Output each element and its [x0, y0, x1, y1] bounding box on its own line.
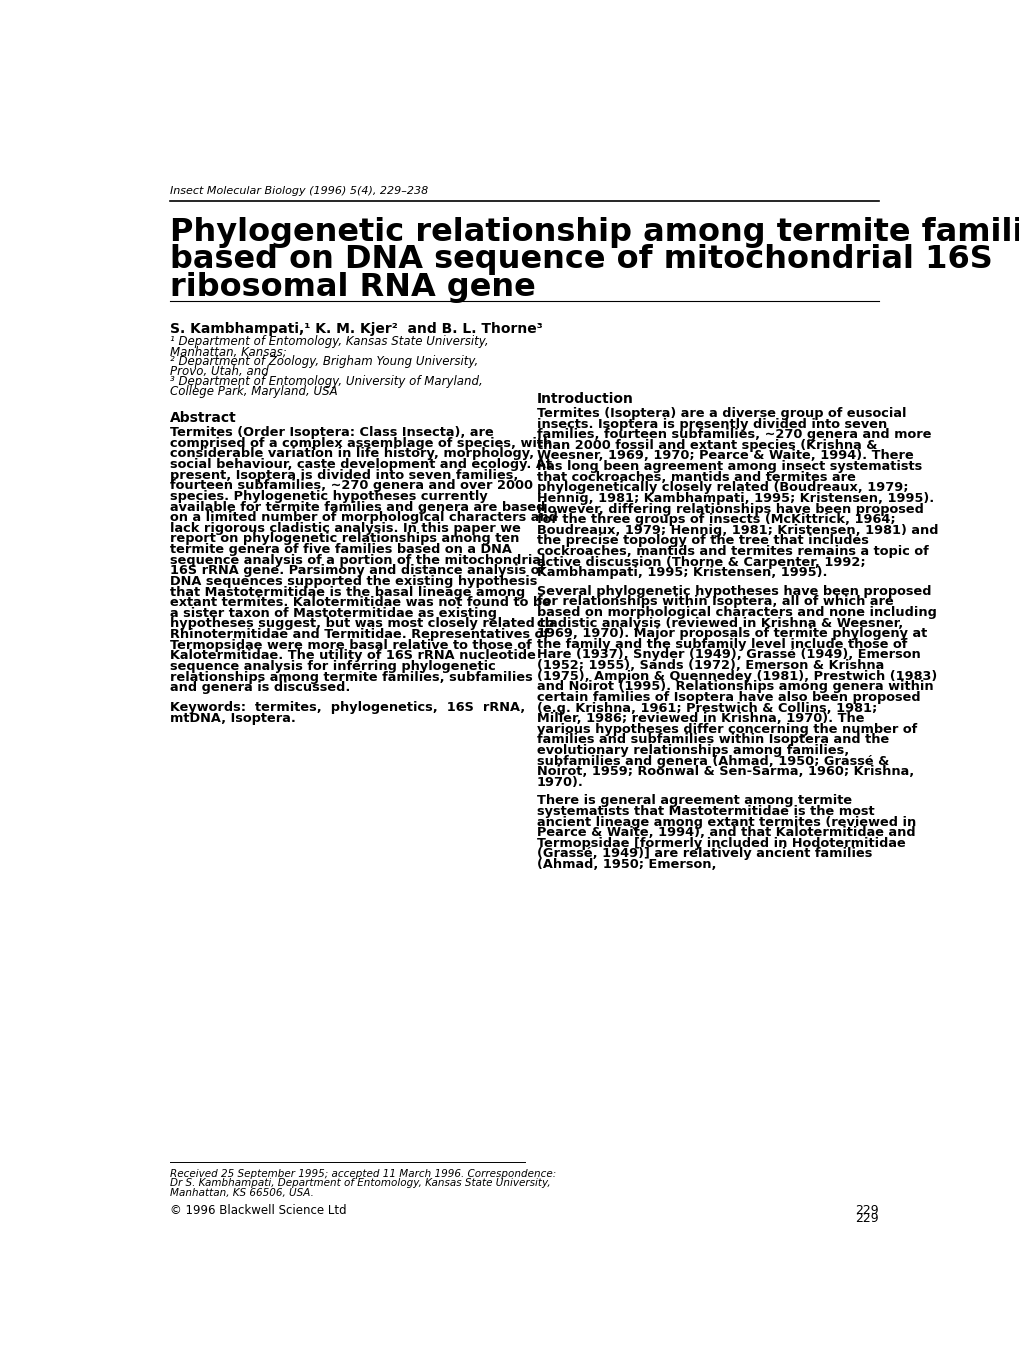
Text: Rhinotermitidae and Termitidae. Representatives of: Rhinotermitidae and Termitidae. Represen…: [170, 627, 548, 641]
Text: Insect Molecular Biology (1996) 5(4), 229–238: Insect Molecular Biology (1996) 5(4), 22…: [170, 186, 428, 196]
Text: insects. Isoptera is presently divided into seven: insects. Isoptera is presently divided i…: [536, 418, 887, 430]
Text: mtDNA, Isoptera.: mtDNA, Isoptera.: [170, 712, 296, 725]
Text: (Ahmad, 1950; Emerson,: (Ahmad, 1950; Emerson,: [536, 858, 715, 871]
Text: Several phylogenetic hypotheses have been proposed: Several phylogenetic hypotheses have bee…: [536, 585, 930, 597]
Text: 1969, 1970). Major proposals of termite phylogeny at: 1969, 1970). Major proposals of termite …: [536, 627, 926, 640]
Text: based on morphological characters and none including: based on morphological characters and no…: [536, 606, 935, 619]
Text: Termopsidae were more basal relative to those of: Termopsidae were more basal relative to …: [170, 638, 531, 652]
Text: (1975), Ampion & Quennedey (1981), Prestwich (1983): (1975), Ampion & Quennedey (1981), Prest…: [536, 670, 936, 682]
Text: for relationships within Isoptera, all of which are: for relationships within Isoptera, all o…: [536, 596, 893, 608]
Text: families, fourteen subfamilies, ∼270 genera and more: families, fourteen subfamilies, ∼270 gen…: [536, 429, 930, 441]
Text: Hennig, 1981; Kambhampati, 1995; Kristensen, 1995).: Hennig, 1981; Kambhampati, 1995; Kristen…: [536, 492, 933, 506]
Text: sequence analysis of a portion of the mitochondrial: sequence analysis of a portion of the mi…: [170, 553, 545, 567]
Text: Kalotermitidae. The utility of 16S rRNA nucleotide: Kalotermitidae. The utility of 16S rRNA …: [170, 649, 535, 662]
Text: College Park, Maryland, USA: College Park, Maryland, USA: [170, 385, 337, 399]
Text: systematists that Mastotermitidae is the most: systematists that Mastotermitidae is the…: [536, 806, 873, 818]
Text: 229: 229: [855, 1204, 878, 1217]
Text: families and subfamilies within Isoptera and the: families and subfamilies within Isoptera…: [536, 733, 889, 747]
Text: the family and the subfamily level include those of: the family and the subfamily level inclu…: [536, 638, 906, 651]
Text: that cockroaches, mantids and termites are: that cockroaches, mantids and termites a…: [536, 471, 855, 484]
Text: a sister taxon of Mastotermitidae as existing: a sister taxon of Mastotermitidae as exi…: [170, 607, 496, 619]
Text: ribosomal RNA gene: ribosomal RNA gene: [170, 273, 535, 303]
Text: S. Kambhampati,¹ K. M. Kjer²  and B. L. Thorne³: S. Kambhampati,¹ K. M. Kjer² and B. L. T…: [170, 322, 542, 336]
Text: on a limited number of morphological characters and: on a limited number of morphological cha…: [170, 511, 557, 525]
Text: Termopsidae [formerly included in Hodotermitidae: Termopsidae [formerly included in Hodote…: [536, 837, 905, 849]
Text: 229: 229: [855, 1211, 878, 1225]
Text: ancient lineage among extant termites (reviewed in: ancient lineage among extant termites (r…: [536, 815, 915, 829]
Text: active discussion (Thorne & Carpenter, 1992;: active discussion (Thorne & Carpenter, 1…: [536, 556, 864, 569]
Text: Noirot, 1959; Roonwal & Sen-Sarma, 1960; Krishna,: Noirot, 1959; Roonwal & Sen-Sarma, 1960;…: [536, 766, 913, 778]
Text: Phylogenetic relationship among termite families: Phylogenetic relationship among termite …: [170, 216, 1019, 248]
Text: subfamilies and genera (Ahmad, 1950; Grassé &: subfamilies and genera (Ahmad, 1950; Gra…: [536, 755, 889, 767]
Text: Provo, Utah, and: Provo, Utah, and: [170, 366, 269, 378]
Text: Manhattan, KS 66506, USA.: Manhattan, KS 66506, USA.: [170, 1188, 314, 1197]
Text: (e.g. Krishna, 1961; Prestwich & Collins, 1981;: (e.g. Krishna, 1961; Prestwich & Collins…: [536, 701, 876, 715]
Text: extant termites. Kalotermitidae was not found to be: extant termites. Kalotermitidae was not …: [170, 596, 550, 610]
Text: (Grassé, 1949)] are relatively ancient families: (Grassé, 1949)] are relatively ancient f…: [536, 848, 871, 860]
Text: present, Isoptera is divided into seven families,: present, Isoptera is divided into seven …: [170, 469, 518, 482]
Text: phylogenetically closely related (Boudreaux, 1979;: phylogenetically closely related (Boudre…: [536, 481, 907, 495]
Text: However, differing relationships have been proposed: However, differing relationships have be…: [536, 503, 922, 515]
Text: than 2000 fossil and extant species (Krishna &: than 2000 fossil and extant species (Kri…: [536, 438, 876, 452]
Text: that Mastotermitidae is the basal lineage among: that Mastotermitidae is the basal lineag…: [170, 585, 525, 599]
Text: the precise topology of the tree that includes: the precise topology of the tree that in…: [536, 534, 868, 548]
Text: Received 25 September 1995; accepted 11 March 1996. Correspondence:: Received 25 September 1995; accepted 11 …: [170, 1169, 555, 1180]
Text: social behaviour, caste development and ecology. At: social behaviour, caste development and …: [170, 458, 551, 471]
Text: comprised of a complex assemblage of species, with: comprised of a complex assemblage of spe…: [170, 437, 552, 449]
Text: Abstract: Abstract: [170, 411, 236, 425]
Text: lack rigorous cladistic analysis. In this paper we: lack rigorous cladistic analysis. In thi…: [170, 522, 521, 534]
Text: and Noirot (1995). Relationships among genera within: and Noirot (1995). Relationships among g…: [536, 681, 932, 693]
Text: various hypotheses differ concerning the number of: various hypotheses differ concerning the…: [536, 723, 916, 736]
Text: cockroaches, mantids and termites remains a topic of: cockroaches, mantids and termites remain…: [536, 545, 927, 558]
Text: fourteen subfamilies, ∼270 genera and over 2000: fourteen subfamilies, ∼270 genera and ov…: [170, 479, 533, 492]
Text: and genera is discussed.: and genera is discussed.: [170, 681, 351, 695]
Text: 1970).: 1970).: [536, 775, 583, 789]
Text: There is general agreement among termite: There is general agreement among termite: [536, 795, 851, 807]
Text: Kambhampati, 1995; Kristensen, 1995).: Kambhampati, 1995; Kristensen, 1995).: [536, 566, 826, 580]
Text: ³ Department of Entomology, University of Maryland,: ³ Department of Entomology, University o…: [170, 375, 482, 388]
Text: Pearce & Waite, 1994), and that Kalotermitidae and: Pearce & Waite, 1994), and that Kaloterm…: [536, 826, 914, 840]
Text: termite genera of five families based on a DNA: termite genera of five families based on…: [170, 543, 512, 556]
Text: Termites (Isoptera) are a diverse group of eusocial: Termites (Isoptera) are a diverse group …: [536, 407, 905, 421]
Text: (1952; 1955), Sands (1972), Emerson & Krishna: (1952; 1955), Sands (1972), Emerson & Kr…: [536, 659, 883, 673]
Text: cladistic analysis (reviewed in Krishna & Weesner,: cladistic analysis (reviewed in Krishna …: [536, 616, 902, 630]
Text: Dr S. Kambhampati, Department of Entomology, Kansas State University,: Dr S. Kambhampati, Department of Entomol…: [170, 1178, 550, 1189]
Text: certain families of Isoptera have also been proposed: certain families of Isoptera have also b…: [536, 690, 919, 704]
Text: evolutionary relationships among families,: evolutionary relationships among familie…: [536, 744, 848, 758]
Text: relationships among termite families, subfamilies: relationships among termite families, su…: [170, 670, 532, 684]
Text: available for termite families and genera are based: available for termite families and gener…: [170, 500, 545, 514]
Text: report on phylogenetic relationships among ten: report on phylogenetic relationships amo…: [170, 533, 519, 545]
Text: Termites (Order Isoptera: Class Insecta), are: Termites (Order Isoptera: Class Insecta)…: [170, 426, 493, 440]
Text: DNA sequences supported the existing hypothesis: DNA sequences supported the existing hyp…: [170, 575, 537, 588]
Text: ¹ Department of Entomology, Kansas State University,: ¹ Department of Entomology, Kansas State…: [170, 336, 488, 348]
Text: sequence analysis for inferring phylogenetic: sequence analysis for inferring phylogen…: [170, 660, 495, 673]
Text: 16S rRNA gene. Parsimony and distance analysis of: 16S rRNA gene. Parsimony and distance an…: [170, 564, 545, 577]
Text: Manhattan, Kansas;: Manhattan, Kansas;: [170, 345, 286, 359]
Text: Weesner, 1969, 1970; Pearce & Waite, 1994). There: Weesner, 1969, 1970; Pearce & Waite, 199…: [536, 449, 913, 463]
Text: © 1996 Blackwell Science Ltd: © 1996 Blackwell Science Ltd: [170, 1204, 346, 1217]
Text: considerable variation in life history, morphology,: considerable variation in life history, …: [170, 448, 534, 460]
Text: Introduction: Introduction: [536, 392, 633, 406]
Text: based on DNA sequence of mitochondrial 16S: based on DNA sequence of mitochondrial 1…: [170, 244, 991, 275]
Text: ² Department of Zoology, Brigham Young University,: ² Department of Zoology, Brigham Young U…: [170, 355, 478, 369]
Text: Boudreaux, 1979; Hennig, 1981; Kristensen, 1981) and: Boudreaux, 1979; Hennig, 1981; Kristense…: [536, 523, 937, 537]
Text: Miller, 1986; reviewed in Krishna, 1970). The: Miller, 1986; reviewed in Krishna, 1970)…: [536, 712, 863, 725]
Text: Hare (1937), Snyder (1949), Grassé (1949), Emerson: Hare (1937), Snyder (1949), Grassé (1949…: [536, 648, 919, 662]
Text: species. Phylogenetic hypotheses currently: species. Phylogenetic hypotheses current…: [170, 490, 487, 503]
Text: has long been agreement among insect systematists: has long been agreement among insect sys…: [536, 460, 921, 473]
Text: for the three groups of insects (McKittrick, 1964;: for the three groups of insects (McKittr…: [536, 514, 895, 526]
Text: hypotheses suggest, but was most closely related to: hypotheses suggest, but was most closely…: [170, 618, 554, 630]
Text: Keywords:  termites,  phylogenetics,  16S  rRNA,: Keywords: termites, phylogenetics, 16S r…: [170, 701, 525, 714]
